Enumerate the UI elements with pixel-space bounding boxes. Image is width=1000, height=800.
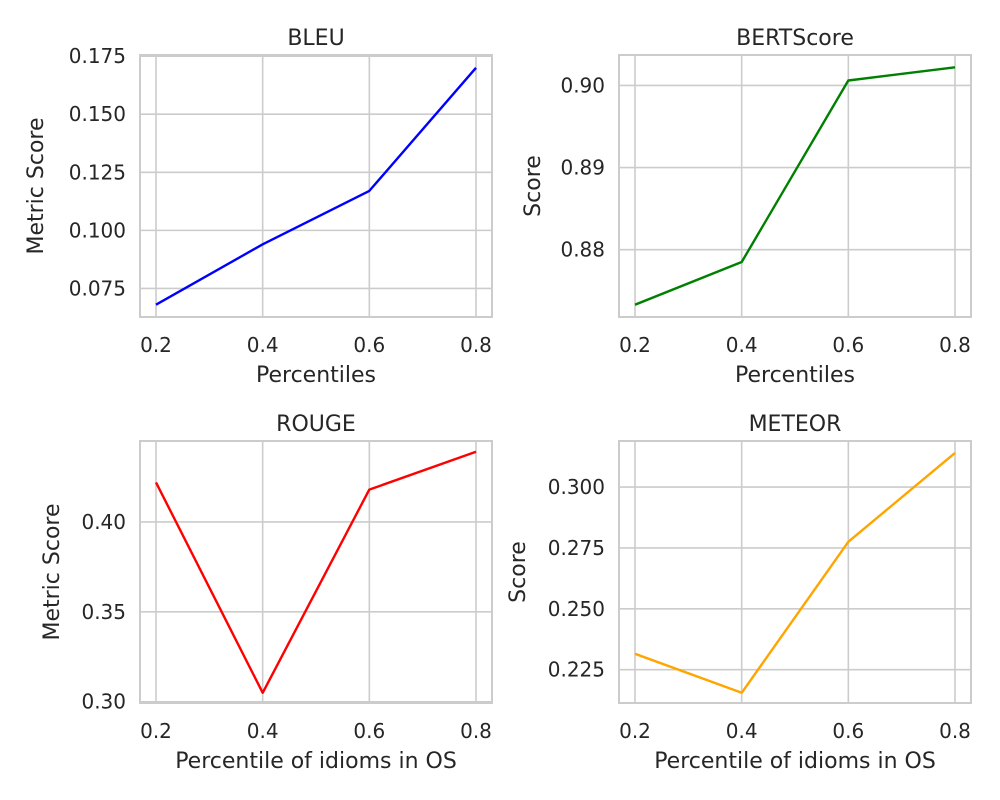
bleu-y-tick-label: 0.125 bbox=[69, 160, 126, 184]
meteor-title: METEOR bbox=[749, 412, 842, 437]
rouge-x-tick-label: 0.6 bbox=[353, 719, 385, 743]
meteor-series-line bbox=[634, 451, 956, 694]
bertscore-y-tick-label: 0.88 bbox=[560, 238, 605, 262]
subplot-rouge: ROUGE Percentile of idioms in OS Metric … bbox=[40, 412, 493, 774]
meteor-x-tick-label: 0.4 bbox=[726, 719, 758, 743]
bleu-axes-frame bbox=[139, 54, 493, 318]
rouge-title: ROUGE bbox=[276, 412, 356, 437]
rouge-x-tick-label: 0.8 bbox=[460, 719, 492, 743]
meteor-x-tick-label: 0.8 bbox=[939, 719, 971, 743]
bertscore-x-tick-label: 0.4 bbox=[726, 333, 758, 357]
rouge-y-tick-label: 0.40 bbox=[81, 510, 126, 534]
bleu-x-tick-label: 0.4 bbox=[247, 333, 279, 357]
bleu-title: BLEU bbox=[287, 26, 344, 51]
rouge-y-tick-label: 0.35 bbox=[81, 600, 126, 624]
bertscore-x-tick-label: 0.2 bbox=[619, 333, 651, 357]
rouge-axes-frame bbox=[139, 440, 493, 704]
subplot-bleu: BLEU Percentiles Metric Score 0.2 0.4 0.6 0… bbox=[24, 26, 493, 388]
meteor-x-tick-label: 0.6 bbox=[832, 719, 864, 743]
bertscore-title: BERTScore bbox=[736, 26, 854, 51]
bleu-x-tick-label: 0.8 bbox=[460, 333, 492, 357]
subplot-bertscore: BERTScore Percentiles Score 0.2 0.4 0.6 0.8… bbox=[521, 26, 972, 388]
bertscore-x-tick-label: 0.6 bbox=[832, 333, 864, 357]
rouge-x-tick-label: 0.2 bbox=[140, 719, 172, 743]
bleu-y-tick-label: 0.075 bbox=[69, 276, 126, 300]
meteor-y-axis-label: Score bbox=[506, 541, 531, 603]
rouge-y-tick-label: 0.30 bbox=[81, 690, 126, 714]
meteor-axes-frame bbox=[618, 440, 972, 704]
bertscore-x-axis-label: Percentiles bbox=[735, 363, 855, 388]
bleu-y-axis-label: Metric Score bbox=[24, 117, 49, 254]
bertscore-axes-frame bbox=[618, 54, 972, 318]
meteor-x-tick-label: 0.2 bbox=[619, 719, 651, 743]
meteor-x-axis-label: Percentile of idioms in OS bbox=[654, 749, 936, 774]
bleu-y-tick-label: 0.100 bbox=[69, 218, 126, 242]
bertscore-y-tick-label: 0.90 bbox=[560, 73, 605, 97]
subplot-meteor: METEOR Percentile of idioms in OS Score … bbox=[506, 412, 972, 774]
bleu-series-line bbox=[155, 67, 477, 306]
bleu-y-tick-label: 0.150 bbox=[69, 102, 126, 126]
bertscore-x-tick-label: 0.8 bbox=[939, 333, 971, 357]
bleu-x-tick-label: 0.6 bbox=[353, 333, 385, 357]
bertscore-y-tick-label: 0.89 bbox=[560, 156, 605, 180]
meteor-y-tick-label: 0.250 bbox=[548, 597, 605, 621]
bleu-x-axis-label: Percentiles bbox=[256, 363, 376, 388]
bertscore-y-axis-label: Score bbox=[521, 155, 546, 217]
rouge-series-line bbox=[154, 450, 477, 694]
meteor-y-tick-label: 0.225 bbox=[548, 658, 605, 682]
rouge-y-axis-label: Metric Score bbox=[40, 503, 65, 640]
meteor-y-tick-label: 0.275 bbox=[548, 536, 605, 560]
bertscore-series-line bbox=[634, 66, 956, 306]
meteor-y-tick-label: 0.300 bbox=[548, 475, 605, 499]
rouge-x-tick-label: 0.4 bbox=[247, 719, 279, 743]
bleu-y-tick-label: 0.175 bbox=[69, 44, 126, 68]
bleu-x-tick-label: 0.2 bbox=[140, 333, 172, 357]
rouge-x-axis-label: Percentile of idioms in OS bbox=[175, 749, 457, 774]
